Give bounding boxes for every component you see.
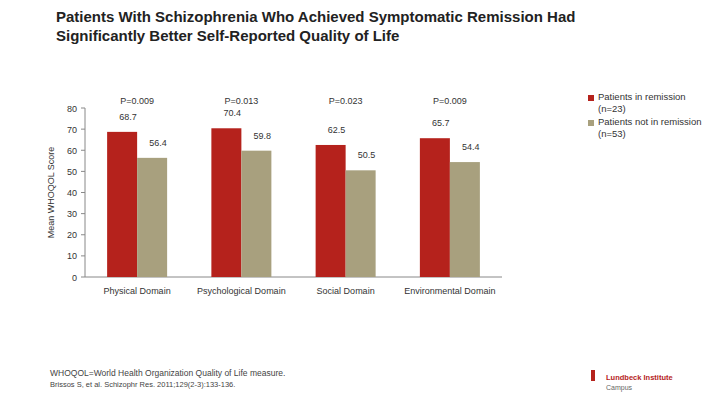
bar [346, 170, 376, 277]
bar [137, 158, 167, 277]
y-tick [81, 171, 85, 172]
data-label: 65.7 [432, 118, 450, 128]
y-tick-label: 30 [67, 209, 77, 219]
y-tick [81, 192, 85, 193]
y-tick [81, 108, 85, 109]
bars [107, 128, 480, 277]
footnote: WHOQOL=World Health Organization Quality… [50, 368, 285, 378]
title-line: Significantly Better Self-Reported Quali… [56, 27, 399, 44]
data-label: 54.4 [462, 142, 480, 152]
bar [420, 138, 450, 277]
y-tick-label: 80 [67, 104, 77, 114]
y-tick-label: 40 [67, 188, 77, 198]
logo-text: Lundbeck Institute [606, 373, 673, 382]
title: Patients With Schizophrenia Who Achieved… [56, 8, 575, 44]
x-tick-label: Environmental Domain [404, 286, 495, 296]
logo-text: Campus [606, 384, 633, 392]
bar [450, 162, 480, 277]
y-tick [81, 277, 85, 278]
footnote: Brissos S, et al. Schizophr Res. 2011;12… [50, 380, 235, 389]
p-value: P=0.009 [433, 96, 467, 106]
p-value: P=0.023 [329, 96, 363, 106]
y-tick-label: 60 [67, 146, 77, 156]
data-label: 62.5 [328, 125, 346, 135]
data-label: 68.7 [119, 112, 137, 122]
chart: Patients With Schizophrenia Who Achieved… [0, 0, 720, 405]
p-value: P=0.013 [224, 96, 258, 106]
data-label: 70.4 [224, 108, 242, 118]
p-value: P=0.009 [120, 96, 154, 106]
bar [211, 128, 241, 277]
x-tick-label: Social Domain [317, 286, 375, 296]
y-tick-label: 0 [72, 273, 77, 283]
data-label: 50.5 [358, 150, 376, 160]
y-axis-label: Mean WHOQOL Score [46, 147, 56, 239]
y-tick [81, 255, 85, 256]
logo-mark [591, 370, 595, 381]
y-tick-label: 20 [67, 230, 77, 240]
data-label: 56.4 [149, 138, 167, 148]
data-label: 59.8 [254, 131, 272, 141]
bar [241, 151, 271, 277]
legend-entry: Patients in remission (n=23) [598, 91, 703, 115]
y-tick [81, 150, 85, 151]
y-tick-label: 70 [67, 125, 77, 135]
bar [107, 132, 137, 277]
y-tick [81, 213, 85, 214]
legend-swatch [588, 95, 594, 101]
legend-entry: Patients not in remission (n=53) [598, 116, 703, 140]
legend-swatch [588, 120, 594, 126]
y-tick-label: 50 [67, 167, 77, 177]
title-line: Patients With Schizophrenia Who Achieved… [56, 8, 575, 25]
y-tick [81, 129, 85, 130]
y-tick-label: 10 [67, 251, 77, 261]
y-tick [81, 234, 85, 235]
x-tick-label: Psychological Domain [197, 286, 286, 296]
bar [316, 145, 346, 277]
x-tick-label: Physical Domain [104, 286, 171, 296]
